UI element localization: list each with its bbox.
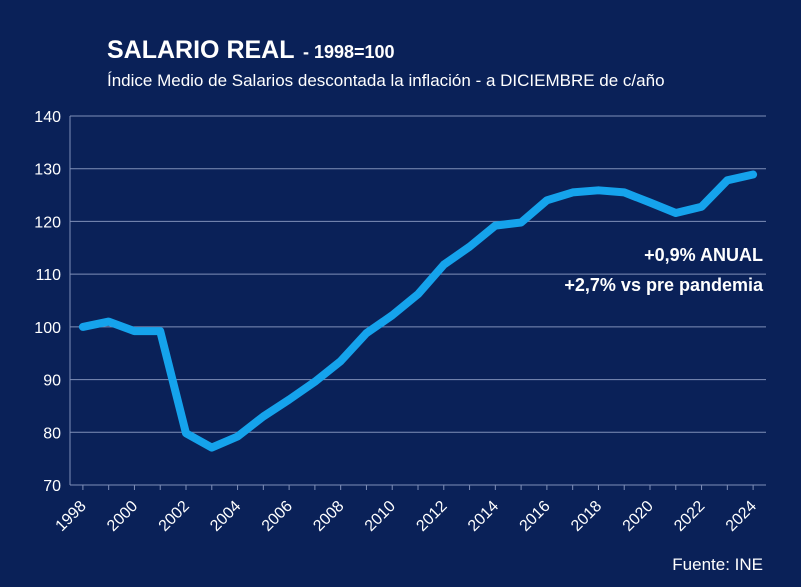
data-point (392, 315, 393, 316)
data-point (108, 321, 109, 322)
data-point (624, 192, 625, 193)
x-tick-label: 2022 (671, 498, 708, 535)
data-point (314, 381, 315, 382)
x-tick-label: 2002 (156, 498, 193, 535)
x-tick-label: 2004 (207, 498, 244, 535)
y-tick-label: 130 (34, 162, 61, 179)
data-point (727, 180, 728, 181)
axis-layer (69, 116, 766, 490)
y-tick-label: 90 (43, 373, 61, 390)
x-tick-label: 1998 (53, 498, 90, 535)
data-point (366, 333, 367, 334)
x-tick-label: 2000 (104, 498, 141, 535)
data-point (572, 192, 573, 193)
x-tick-label: 2014 (465, 498, 502, 535)
grid-layer (70, 115, 766, 486)
x-tick-label: 2024 (723, 498, 760, 535)
annotation-vs-pandemic: +2,7% vs pre pandemia (564, 275, 763, 295)
data-point (598, 190, 599, 191)
x-tick-label: 2010 (362, 498, 399, 535)
data-point (237, 436, 238, 437)
source-note: Fuente: INE (672, 555, 763, 574)
y-tick-label: 70 (43, 478, 61, 495)
data-point (701, 206, 702, 207)
title-suffix: - 1998=100 (302, 42, 395, 62)
data-point (211, 447, 212, 448)
data-point (134, 331, 135, 332)
data-point (546, 200, 547, 201)
chart-subtitle: Índice Medio de Salarios descontada la i… (107, 71, 665, 90)
data-point (82, 326, 83, 327)
tick-label-layer: 70 80 90 100 110 120 130 140 1998 2000 2002 2004 200… (34, 109, 760, 535)
data-point (650, 202, 651, 203)
x-tick-label: 2018 (568, 498, 605, 535)
data-point (418, 294, 419, 295)
chart-title: SALARIO REAL - 1998=100 (107, 36, 395, 65)
series-line-salario-real (78, 170, 758, 452)
data-point (443, 264, 444, 265)
data-point (469, 246, 470, 247)
data-point (495, 225, 496, 226)
y-tick-label: 80 (43, 425, 61, 442)
series-layer (78, 170, 758, 452)
x-tick-label: 2012 (413, 498, 450, 535)
data-point (521, 222, 522, 223)
data-point (675, 212, 676, 213)
data-point (186, 433, 187, 434)
x-tick-label: 2020 (620, 498, 657, 535)
x-tick-label: 2008 (310, 498, 347, 535)
data-point (160, 331, 161, 332)
x-tick-label: 2006 (259, 498, 296, 535)
title-main: SALARIO REAL (107, 36, 295, 64)
annotation-annual-growth: +0,9% ANUAL (644, 245, 763, 265)
y-tick-label: 140 (34, 109, 61, 126)
data-point (263, 416, 264, 417)
data-point (340, 361, 341, 362)
x-tick-label: 2016 (517, 498, 554, 535)
y-tick-label: 120 (34, 214, 61, 231)
y-tick-label: 110 (35, 267, 61, 284)
data-point (289, 399, 290, 400)
data-point (753, 174, 754, 175)
y-tick-label: 100 (34, 320, 61, 337)
